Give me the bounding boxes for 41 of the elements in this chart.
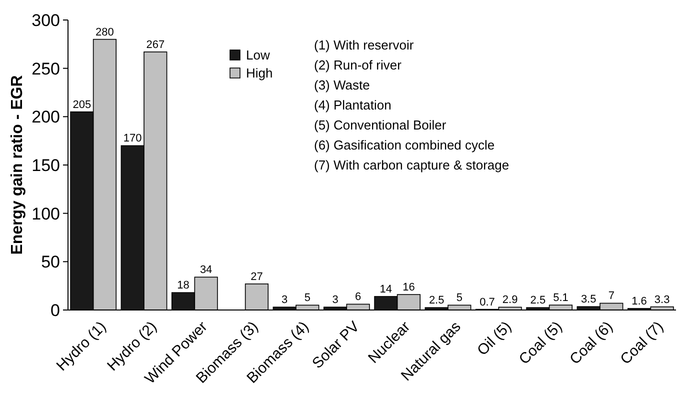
data-label: 5 [456,292,462,304]
data-label: 205 [72,98,92,111]
data-label: 3.3 [654,294,670,306]
y-tick-label: 50 [41,252,60,272]
y-tick-label: 150 [32,156,60,175]
y-tick-label: 250 [32,59,60,78]
data-label: 0.7 [480,296,495,308]
data-label: 18 [177,280,190,292]
annotation: (6) Gasification combined cycle [314,138,495,153]
annotation: (1) With reservoir [314,38,414,53]
data-label: 6 [355,291,362,304]
data-label: 14 [380,283,392,296]
data-label: 280 [96,26,114,38]
data-label: 3.5 [580,294,596,306]
data-label: 5.1 [553,292,568,304]
data-label: 5 [304,292,310,304]
legend-label: Low [246,48,270,63]
annotation: (7) With carbon capture & storage [314,158,510,173]
data-label: 3 [282,294,288,306]
data-label: 2.5 [530,294,546,307]
data-label: 7 [608,290,614,302]
y-axis-title: Energy gain ratio - EGR [9,74,26,255]
y-tick-label: 100 [32,204,60,224]
data-label: 2.9 [502,294,518,306]
data-label: 267 [146,38,165,51]
data-label: 16 [402,282,415,294]
y-tick-label: 0 [50,300,60,320]
annotation: (3) Waste [314,78,370,93]
data-label: 170 [123,132,142,145]
data-label: 1.6 [632,295,647,308]
legend-label: High [246,66,273,81]
y-tick-label: 200 [32,108,60,127]
annotation: (4) Plantation [314,98,392,113]
data-label: 34 [200,264,212,276]
data-label: 27 [250,270,263,283]
annotation: (5) Conventional Boiler [314,118,447,133]
data-label: 2.5 [428,294,444,307]
data-label: 3 [332,294,338,306]
y-tick-label: 300 [32,10,60,30]
annotation: (2) Run-of river [314,58,402,73]
x-tick-label: Oil (5) [474,318,515,360]
